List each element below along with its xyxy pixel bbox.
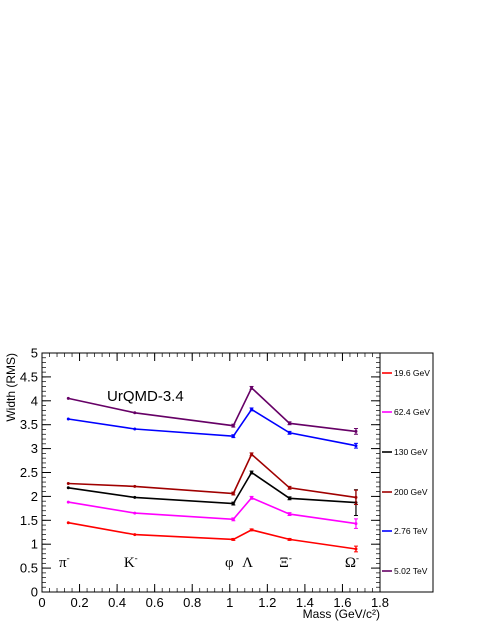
series-line <box>68 408 357 447</box>
axes: 0 0.2 0.4 0.6 0.8 1 1.2 1.4 1.6 1.8 0 0.5 1 1.5 2 2.5 3 3… <box>20 346 389 611</box>
y-tick-label: 0.5 <box>20 561 38 576</box>
data-point <box>287 421 291 425</box>
data-point <box>231 537 235 541</box>
particle-label: π- <box>59 553 70 571</box>
data-point <box>231 502 235 506</box>
legend-label: 19.6 GeV <box>394 368 430 378</box>
y-tick-label: 5 <box>31 346 38 361</box>
data-point <box>287 496 291 500</box>
data-point <box>66 486 70 490</box>
legend: 19.6 GeV 62.4 GeV 130 GeV 200 GeV 2.76 TeV 5.… <box>382 368 430 576</box>
series-line <box>68 471 357 505</box>
x-tick-label: 1 <box>226 595 233 610</box>
x-tick-label: 1.4 <box>296 595 314 610</box>
particle-label: φ <box>225 555 234 571</box>
data-point <box>354 495 358 499</box>
particle-label: K- <box>124 553 138 571</box>
legend-label: 200 GeV <box>394 487 428 497</box>
data-point <box>231 492 235 496</box>
data-point <box>250 407 254 411</box>
x-tick-label: 1.6 <box>333 595 351 610</box>
data-point <box>287 537 291 541</box>
x-tick-label: 1.2 <box>258 595 276 610</box>
legend-label: 5.02 TeV <box>394 566 428 576</box>
data-point <box>250 528 254 532</box>
data-point <box>287 486 291 490</box>
x-tick-label: 0 <box>38 595 45 610</box>
data-point <box>231 434 235 438</box>
data-point <box>133 484 137 488</box>
y-axis-title: Width (RMS) <box>4 353 18 422</box>
legend-label: 2.76 TeV <box>394 526 428 536</box>
x-tick-label: 0.8 <box>183 595 201 610</box>
data-point <box>66 500 70 504</box>
data-point <box>354 547 358 551</box>
data-point <box>133 411 137 415</box>
data-point <box>250 386 254 390</box>
data-point <box>354 522 358 526</box>
series-layer <box>66 385 358 553</box>
particle-label: Λ <box>242 555 253 571</box>
data-point <box>66 481 70 485</box>
x-tick-label: 0.6 <box>146 595 164 610</box>
y-tick-label: 3.5 <box>20 417 38 432</box>
plot-frame <box>41 352 381 593</box>
series-line <box>68 386 357 433</box>
x-tick-label: 0.4 <box>108 595 126 610</box>
data-point <box>66 417 70 421</box>
y-tick-label: 2 <box>31 489 38 504</box>
data-point <box>133 495 137 499</box>
data-point <box>287 512 291 516</box>
data-point <box>133 427 137 431</box>
data-point <box>133 511 137 515</box>
x-axis-title: Mass (GeV/c²) <box>303 607 380 621</box>
chart-title: UrQMD-3.4 <box>107 388 184 405</box>
y-tick-label: 0 <box>31 585 38 600</box>
data-point <box>250 452 254 456</box>
data-point <box>250 496 254 500</box>
legend-frame <box>379 352 434 593</box>
x-tick-label: 1.8 <box>371 595 389 610</box>
y-tick-label: 1 <box>31 537 38 552</box>
y-tick-label: 1.5 <box>20 513 38 528</box>
particle-labels: π- K-φ Λ Ξ- Ω- <box>59 553 359 571</box>
data-point <box>354 429 358 433</box>
series-line <box>68 452 357 499</box>
legend-label: 62.4 GeV <box>394 407 430 417</box>
data-point <box>231 424 235 428</box>
series-line <box>68 496 357 525</box>
y-tick-label: 4 <box>31 393 38 408</box>
y-tick-label: 4.5 <box>20 369 38 384</box>
data-point <box>66 396 70 400</box>
particle-label: Ξ- <box>279 553 292 571</box>
data-point <box>354 444 358 448</box>
series-line <box>68 521 357 550</box>
x-tick-label: 0.2 <box>71 595 89 610</box>
data-point <box>66 521 70 525</box>
legend-label: 130 GeV <box>394 447 428 457</box>
data-point <box>231 517 235 521</box>
y-tick-label: 3 <box>31 441 38 456</box>
y-tick-label: 2.5 <box>20 465 38 480</box>
data-point <box>250 471 254 474</box>
particle-label: Ω- <box>345 553 359 571</box>
data-point <box>287 431 291 435</box>
data-point <box>133 533 137 537</box>
